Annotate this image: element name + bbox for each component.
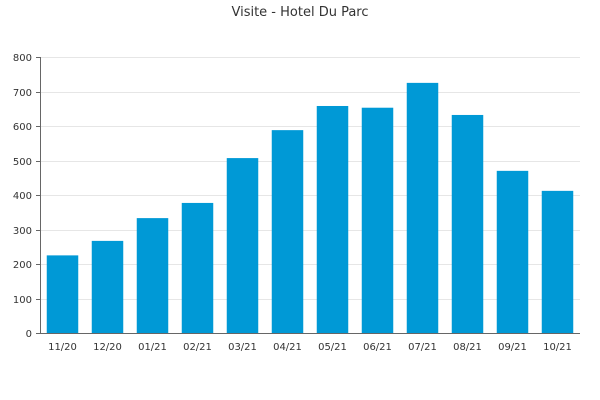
bar-11-20[interactable] [46, 255, 79, 333]
y-tick-label: 800 [13, 53, 32, 64]
x-tick-label: 08/21 [453, 342, 482, 353]
y-tick-label: 500 [13, 157, 32, 168]
x-tick-label: 09/21 [498, 342, 527, 353]
x-tick-label: 12/20 [93, 342, 122, 353]
x-tick-label: 06/21 [363, 342, 392, 353]
x-tick-label: 03/21 [228, 342, 257, 353]
bars [46, 82, 574, 334]
bar-01-21[interactable] [136, 218, 169, 333]
grid [40, 57, 580, 300]
y-tick-label: 600 [13, 122, 32, 133]
y-tick-label: 200 [13, 260, 32, 271]
bar-10-21[interactable] [541, 190, 574, 333]
bar-02-21[interactable] [181, 202, 214, 333]
bar-09-21[interactable] [496, 170, 529, 333]
bar-06-21[interactable] [361, 107, 394, 333]
bar-05-21[interactable] [316, 105, 349, 334]
y-tick-label: 300 [13, 226, 32, 237]
chart-title: Visite - Hotel Du Parc [231, 5, 368, 20]
x-tick-label: 04/21 [273, 342, 302, 353]
y-tick-label: 0 [26, 329, 32, 340]
x-tick-label: 07/21 [408, 342, 437, 353]
x-tick-label: 01/21 [138, 342, 167, 353]
x-tick-label: 11/20 [48, 342, 77, 353]
x-tick-label: 05/21 [318, 342, 347, 353]
axes [36, 57, 580, 334]
x-tick-label: 02/21 [183, 342, 212, 353]
x-tick-label: 10/21 [543, 342, 572, 353]
tick-labels: 0 100 200 300 400 500 600 700 800 11/20 12/20 01/21… [13, 53, 572, 353]
y-tick-label: 700 [13, 88, 32, 99]
y-tick-label: 100 [13, 295, 32, 306]
y-tick-label: 400 [13, 191, 32, 202]
bar-12-20[interactable] [91, 240, 124, 333]
bar-04-21[interactable] [271, 130, 304, 333]
bar-03-21[interactable] [226, 158, 259, 333]
bar-07-21[interactable] [406, 82, 439, 333]
bar-08-21[interactable] [451, 114, 484, 334]
